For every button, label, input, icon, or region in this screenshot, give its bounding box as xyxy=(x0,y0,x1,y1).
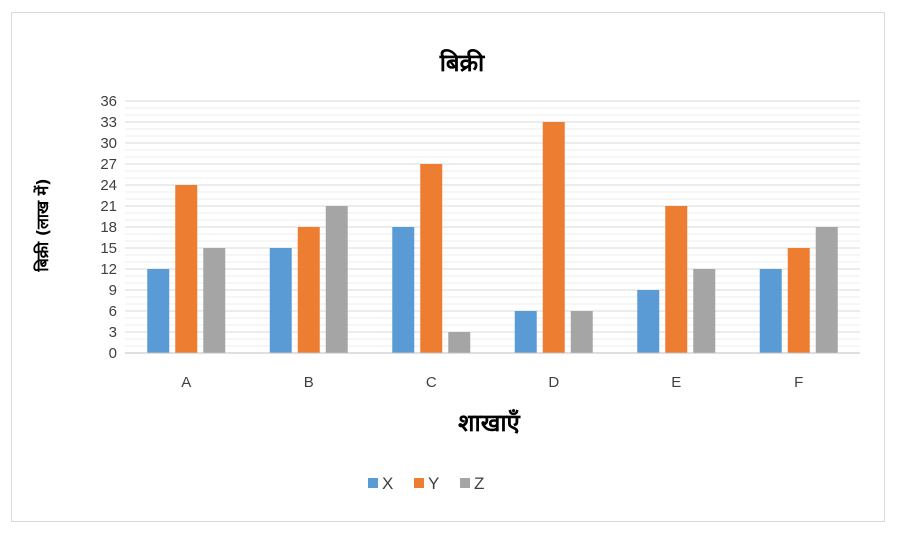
y-tick-label: 21 xyxy=(100,198,117,215)
y-tick-label: 0 xyxy=(109,345,117,362)
bar-z-e xyxy=(693,269,716,353)
bar-z-b xyxy=(325,206,348,353)
y-tick-label: 3 xyxy=(109,324,117,341)
bar-x-b xyxy=(269,248,292,353)
x-tick-label: B xyxy=(304,374,314,391)
bar-z-c xyxy=(448,332,471,353)
x-axis-label: शाखाएँ xyxy=(458,409,521,437)
y-tick-label: 24 xyxy=(100,177,117,194)
legend-label-x: X xyxy=(382,474,393,493)
y-tick-label: 27 xyxy=(100,156,117,173)
bar-z-d xyxy=(570,311,593,353)
bar-y-c xyxy=(420,164,443,353)
bar-y-f xyxy=(787,248,810,353)
chart-title: बिक्री xyxy=(439,49,485,77)
bar-z-f xyxy=(815,227,838,353)
legend-label-z: Z xyxy=(474,474,484,493)
y-tick-label: 30 xyxy=(100,135,117,152)
y-tick-label: 15 xyxy=(100,240,117,257)
y-tick-label: 12 xyxy=(100,261,117,278)
chart-frame: 0 3 6 9 12 15 18 21 24 27 30 33 36 A B C D E F बिक्री बिक्… xyxy=(11,12,885,522)
bar-x-d xyxy=(514,311,537,353)
legend-swatch-x xyxy=(368,478,378,488)
legend-label-y: Y xyxy=(428,474,439,493)
legend-swatch-z xyxy=(460,478,470,488)
bar-y-e xyxy=(665,206,688,353)
y-tick-label: 18 xyxy=(100,219,117,236)
x-tick-label: D xyxy=(548,374,559,391)
bars xyxy=(147,122,838,353)
bar-y-b xyxy=(297,227,320,353)
bar-x-e xyxy=(637,290,660,353)
gridlines xyxy=(125,100,860,347)
bar-x-a xyxy=(147,269,170,353)
y-tick-label: 33 xyxy=(100,114,117,131)
x-tick-label: F xyxy=(794,374,803,391)
legend-swatch-y xyxy=(414,478,424,488)
y-axis-label: बिक्री (लाख में) xyxy=(33,178,52,272)
bar-z-a xyxy=(203,248,226,353)
x-tick-label: C xyxy=(426,374,437,391)
y-tick-label: 9 xyxy=(109,282,117,299)
y-tick-label: 36 xyxy=(100,93,117,110)
x-tick-label: A xyxy=(181,374,191,391)
bar-x-f xyxy=(759,269,782,353)
bar-x-c xyxy=(392,227,415,353)
x-tick-label: E xyxy=(671,374,681,391)
y-tick-label: 6 xyxy=(109,303,117,320)
bar-y-d xyxy=(542,122,565,353)
bar-y-a xyxy=(175,185,198,353)
legend: X Y Z xyxy=(368,474,484,493)
